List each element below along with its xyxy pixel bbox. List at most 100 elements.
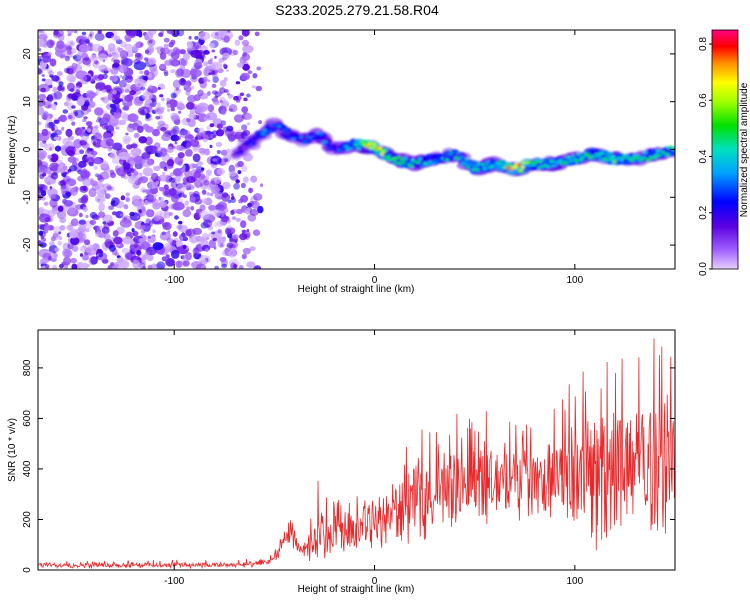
ridge-blob [578, 158, 583, 162]
noise-speckle [139, 224, 146, 230]
noise-speckle [127, 113, 139, 123]
noise-speckle [170, 128, 178, 135]
noise-speckle [152, 202, 161, 210]
ridge-blob [649, 150, 656, 154]
noise-speckle [170, 92, 177, 99]
noise-speckle [46, 39, 55, 49]
noise-speckle [68, 206, 76, 215]
noise-speckle [181, 117, 192, 126]
noise-speckle [231, 234, 239, 240]
noise-speckle [84, 239, 91, 246]
ridge-blob [257, 134, 262, 138]
noise-speckle [81, 74, 88, 82]
noise-speckle [184, 170, 193, 178]
y-tick-label: 800 [22, 359, 33, 376]
noise-speckle [153, 214, 161, 222]
noise-speckle [213, 176, 222, 184]
noise-speckle [113, 59, 120, 65]
noise-speckle [67, 114, 73, 120]
ridge-blob [282, 128, 288, 132]
noise-speckle [41, 78, 46, 82]
noise-speckle [79, 185, 89, 193]
noise-speckle [223, 89, 229, 93]
noise-speckle [61, 126, 65, 131]
noise-speckle [85, 121, 93, 127]
noise-speckle [58, 264, 64, 269]
ridge-blob [546, 162, 553, 166]
noise-speckle [163, 166, 168, 172]
noise-speckle [186, 101, 195, 110]
noise-speckle [38, 48, 42, 52]
noise-speckle [190, 49, 202, 59]
noise-speckle [241, 30, 250, 37]
noise-speckle [166, 244, 173, 250]
noise-speckle [97, 53, 108, 62]
noise-speckle [146, 193, 154, 203]
noise-speckle [79, 253, 84, 257]
noise-speckle [157, 120, 166, 127]
ridge-blob [584, 153, 591, 157]
noise-speckle [58, 231, 61, 235]
noise-speckle [73, 138, 83, 149]
noise-speckle [57, 33, 65, 42]
noise-speckle [53, 119, 60, 125]
noise-speckle [161, 231, 166, 236]
noise-speckle [190, 68, 202, 78]
noise-speckle [176, 68, 185, 77]
noise-speckle [53, 91, 63, 100]
y-tick-label: 600 [22, 410, 33, 427]
noise-speckle [155, 210, 167, 220]
ridge-blob [321, 140, 328, 144]
ridge-blob [262, 128, 268, 132]
noise-speckle [78, 219, 87, 225]
noise-speckle [226, 92, 230, 96]
noise-speckle [98, 253, 103, 258]
noise-speckle [118, 80, 127, 88]
ridge-blob [471, 168, 477, 172]
noise-speckle [231, 216, 237, 221]
noise-speckle [38, 159, 43, 168]
noise-speckle [111, 150, 116, 154]
x-tick-label: -100 [164, 576, 184, 587]
noise-speckle [184, 182, 192, 189]
noise-speckle [146, 251, 150, 256]
noise-speckle [174, 141, 178, 145]
noise-speckle [98, 202, 106, 212]
noise-speckle [253, 265, 262, 269]
noise-speckle [113, 236, 123, 245]
colorbar-ticks: 0.0 0.2 0.4 0.6 0.8 [698, 37, 712, 276]
noise-speckle [93, 225, 100, 231]
ridge-blob [398, 162, 403, 165]
ridge-blob [445, 158, 449, 162]
ridge-blob [380, 152, 384, 156]
noise-speckle [90, 54, 98, 62]
noise-speckle [114, 264, 118, 269]
noise-speckle [145, 106, 153, 113]
ridge-blob [571, 154, 575, 158]
noise-speckle [178, 221, 183, 225]
noise-speckle [89, 211, 98, 219]
noise-speckle [110, 67, 119, 75]
noise-speckle [62, 137, 70, 146]
noise-speckle [147, 85, 158, 94]
noise-speckle [176, 30, 185, 37]
noise-speckle [255, 85, 263, 92]
noise-speckle [62, 172, 67, 178]
noise-speckle [129, 54, 133, 57]
noise-speckle [176, 144, 184, 151]
noise-speckle [193, 252, 199, 259]
noise-speckle [58, 180, 63, 186]
noise-speckle [194, 179, 203, 188]
noise-speckle [70, 257, 77, 264]
noise-speckle [144, 199, 150, 205]
noise-speckle [72, 55, 77, 60]
noise-speckle [85, 228, 90, 233]
noise-speckle [73, 30, 78, 34]
noise-speckle [60, 184, 69, 194]
noise-speckle [67, 33, 72, 37]
noise-speckle [47, 68, 53, 74]
noise-speckle [240, 195, 249, 203]
snr-ticks: -100 0 100 0 200 400 600 800 [22, 330, 675, 587]
noise-speckle [246, 93, 251, 98]
noise-speckle [212, 134, 217, 139]
